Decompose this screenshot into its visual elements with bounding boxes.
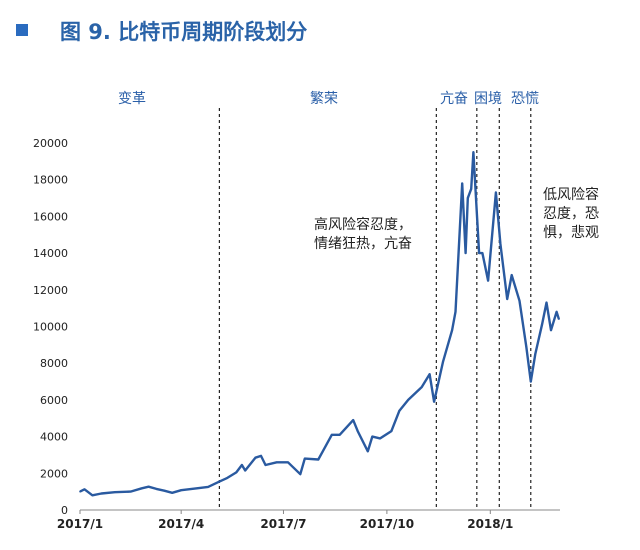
data-point xyxy=(371,435,374,438)
annotation-line: 情绪狂热，亢奋 xyxy=(314,236,412,252)
data-point xyxy=(235,471,238,474)
data-point xyxy=(317,458,320,461)
data-point xyxy=(171,491,173,494)
phase-label-euphoria: 亢奋 xyxy=(440,91,468,107)
data-point xyxy=(472,151,475,153)
data-point xyxy=(529,380,532,383)
y-tick-label: 18000 xyxy=(33,174,68,187)
data-point xyxy=(407,399,410,401)
y-tick-label: 4000 xyxy=(40,431,68,444)
annotation-line: 低风险容 xyxy=(543,187,599,203)
data-point xyxy=(260,455,262,457)
annotation-line: 高风险容忍度， xyxy=(314,217,412,233)
data-point xyxy=(254,456,257,459)
data-point xyxy=(558,318,560,320)
y-tick-label: 20000 xyxy=(33,137,68,150)
y-tick-label: 8000 xyxy=(40,357,68,370)
annotation-euphoria: 高风险容忍度， 情绪狂热，亢奋 xyxy=(314,216,412,254)
data-point xyxy=(352,419,354,421)
x-tick-label: 2018/1 xyxy=(467,517,513,531)
phase-label-prosperity: 繁荣 xyxy=(310,91,338,107)
x-tick-label: 2017/7 xyxy=(260,517,306,531)
x-tick-label: 2017/1 xyxy=(57,517,103,531)
data-point xyxy=(428,373,431,376)
data-point xyxy=(510,274,513,276)
data-point xyxy=(264,464,267,466)
data-point xyxy=(461,182,464,185)
data-point xyxy=(499,243,502,245)
data-point xyxy=(442,360,444,363)
data-point xyxy=(338,433,341,436)
data-point xyxy=(390,430,393,432)
data-point xyxy=(207,486,209,488)
data-point xyxy=(129,490,132,493)
annotation-line: 忍度，恐 xyxy=(543,206,599,222)
data-point xyxy=(470,188,472,190)
x-tick-label: 2017/10 xyxy=(360,517,414,531)
chart-title: 图 9. 比特币周期阶段划分 xyxy=(60,20,308,44)
data-point xyxy=(550,329,552,331)
data-point xyxy=(420,386,423,388)
y-tick-label: 12000 xyxy=(33,284,68,297)
data-point xyxy=(114,491,116,494)
y-tick-label: 6000 xyxy=(40,394,68,407)
data-point xyxy=(451,329,453,331)
y-tick-label: 10000 xyxy=(33,321,68,334)
data-point xyxy=(244,469,247,472)
data-point xyxy=(379,437,381,440)
data-point xyxy=(226,477,229,479)
data-point xyxy=(487,279,489,282)
data-point xyxy=(147,485,150,488)
data-point xyxy=(180,489,182,491)
y-tick-label: 14000 xyxy=(33,247,68,260)
data-point xyxy=(478,252,480,254)
data-point xyxy=(481,252,484,254)
annotation-line: 惧，悲观 xyxy=(543,225,599,241)
data-point xyxy=(163,489,166,492)
data-point xyxy=(287,461,289,464)
data-point xyxy=(525,345,528,348)
data-point xyxy=(218,480,221,483)
data-point xyxy=(545,301,548,304)
phase-label-panic: 恐慌 xyxy=(511,91,539,107)
data-point xyxy=(275,461,278,464)
price-line xyxy=(79,150,561,497)
data-point xyxy=(299,473,302,476)
data-point xyxy=(555,311,558,313)
data-point xyxy=(331,433,333,436)
data-point xyxy=(541,323,543,326)
data-point xyxy=(141,487,143,490)
data-point xyxy=(196,487,198,490)
data-point xyxy=(506,298,508,300)
title-marker xyxy=(16,24,28,36)
phase-label-reform: 变革 xyxy=(118,91,146,107)
data-point xyxy=(518,300,521,302)
data-point xyxy=(464,252,467,254)
data-point xyxy=(83,488,86,491)
data-point xyxy=(398,410,401,412)
phase-label-distress: 困境 xyxy=(474,91,502,107)
x-tick-label: 2017/4 xyxy=(158,517,204,531)
y-tick-label: 0 xyxy=(61,504,68,517)
data-point xyxy=(155,488,158,490)
y-tick-label: 16000 xyxy=(33,210,68,223)
data-point xyxy=(454,311,457,313)
data-point xyxy=(241,464,243,466)
y-tick-label: 2000 xyxy=(40,467,68,480)
data-point xyxy=(322,450,324,453)
data-point xyxy=(91,494,94,497)
data-point xyxy=(304,457,306,460)
data-point xyxy=(79,490,81,493)
data-point xyxy=(366,450,369,453)
data-point xyxy=(356,430,359,432)
data-point xyxy=(100,492,103,495)
data-point xyxy=(495,191,497,194)
annotation-panic: 低风险容 忍度，恐 惧，悲观 xyxy=(543,186,599,243)
data-point xyxy=(433,400,435,403)
data-point xyxy=(467,197,469,199)
data-point xyxy=(534,353,537,355)
